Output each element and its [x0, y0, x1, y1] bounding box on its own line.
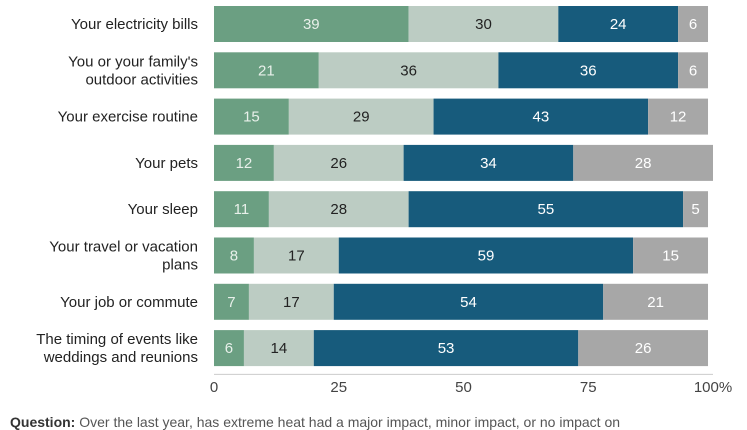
- data-label: 30: [475, 16, 492, 33]
- data-label: 17: [283, 294, 300, 311]
- category-label-line: plans: [162, 257, 198, 274]
- category-label: Your travel or vacation plans: [49, 239, 198, 274]
- bar-segment: [683, 191, 709, 228]
- data-label: 14: [271, 340, 288, 357]
- bar-segment: [678, 52, 709, 89]
- bar-segment: [214, 144, 274, 181]
- bar-segment: [253, 237, 339, 274]
- data-label: 8: [230, 248, 238, 265]
- bar-segment: [243, 330, 314, 367]
- bar-segment: [313, 330, 579, 367]
- data-label: 54: [460, 294, 477, 311]
- category-label: Your exercise routine: [58, 109, 198, 126]
- category-label: Your pets: [135, 155, 198, 172]
- data-label: 59: [478, 248, 495, 265]
- category-label-line: The timing of events like: [36, 331, 198, 348]
- data-label: 11: [234, 201, 250, 218]
- bar-segment: [214, 283, 249, 320]
- category-label-line: You or your family's: [68, 53, 198, 70]
- bar-segment: [214, 6, 409, 42]
- data-label: 17: [288, 248, 305, 265]
- data-label: 34: [480, 155, 497, 172]
- data-label: 29: [353, 109, 370, 126]
- bar-segment: [678, 6, 709, 42]
- category-label-line: Your job or commute: [60, 294, 198, 311]
- category-label-line: Your pets: [135, 155, 198, 172]
- bar-segment: [573, 144, 713, 181]
- data-label: 28: [635, 155, 652, 172]
- data-label: 26: [330, 155, 347, 172]
- data-label: 55: [537, 201, 554, 218]
- bar-segment: [403, 144, 574, 181]
- bar-rows: Your electricity bills 39 30 24 6 You or your…: [36, 6, 713, 367]
- bar-segment: [214, 330, 244, 367]
- data-label: 12: [670, 109, 687, 126]
- data-label: 12: [236, 155, 253, 172]
- category-label-line: outdoor activities: [85, 71, 198, 88]
- bar-segment: [558, 6, 679, 42]
- bar-segment: [338, 237, 634, 274]
- category-label-line: Your sleep: [128, 201, 198, 218]
- bar-segment: [318, 52, 499, 89]
- category-label-line: Your travel or vacation: [49, 239, 198, 256]
- bar-segment: [648, 98, 709, 135]
- data-label: 53: [438, 340, 455, 357]
- x-axis-ticks: 0 25 50 75 100%: [210, 379, 732, 396]
- category-label: Your job or commute: [60, 294, 198, 311]
- data-label: 15: [662, 248, 679, 265]
- x-tick-label: 50: [455, 379, 472, 396]
- data-label: 6: [225, 340, 233, 357]
- bar-segment: [248, 283, 334, 320]
- bar-segment: [273, 144, 404, 181]
- data-label: 39: [303, 16, 320, 33]
- bar-segment: [498, 52, 679, 89]
- footnote-label: Question:: [10, 414, 76, 430]
- bar-segment: [408, 6, 559, 42]
- bar-segment: [408, 191, 684, 228]
- category-label-line: Your exercise routine: [58, 109, 198, 126]
- data-label: 5: [691, 201, 699, 218]
- data-label: 6: [689, 62, 697, 79]
- category-label-line: Your electricity bills: [71, 16, 198, 33]
- data-label: 36: [400, 62, 417, 79]
- data-label: 15: [243, 109, 260, 126]
- x-tick-label: 100%: [694, 379, 732, 396]
- bar-segment: [603, 283, 709, 320]
- data-label: 28: [330, 201, 347, 218]
- data-label: 21: [258, 62, 275, 79]
- data-label: 43: [533, 109, 550, 126]
- category-label-line: weddings and reunions: [43, 349, 198, 366]
- data-label: 7: [227, 294, 235, 311]
- bar-segment: [288, 98, 434, 135]
- category-label: Your sleep: [128, 201, 198, 218]
- data-label: 6: [689, 16, 697, 33]
- x-tick-label: 0: [210, 379, 218, 396]
- category-label: You or your family's outdoor activities: [68, 53, 198, 88]
- data-label: 24: [610, 16, 627, 33]
- bar-segment: [578, 330, 709, 367]
- x-tick-label: 75: [580, 379, 597, 396]
- footnote-text: Over the last year, has extreme heat had…: [79, 414, 621, 430]
- bar-segment: [633, 237, 709, 274]
- data-label: 21: [647, 294, 664, 311]
- bar-segment: [333, 283, 604, 320]
- bar-segment: [214, 52, 319, 89]
- bar-segment: [214, 191, 269, 228]
- x-tick-label: 25: [330, 379, 347, 396]
- category-label: Your electricity bills: [71, 16, 198, 33]
- bar-segment: [214, 98, 289, 135]
- bar-segment: [433, 98, 649, 135]
- data-label: 36: [580, 62, 597, 79]
- category-label: The timing of events like weddings and re…: [36, 331, 198, 366]
- footnote: Question: Over the last year, has extrem…: [10, 414, 747, 430]
- bar-segment: [268, 191, 409, 228]
- data-label: 26: [635, 340, 652, 357]
- bar-segment: [214, 237, 254, 274]
